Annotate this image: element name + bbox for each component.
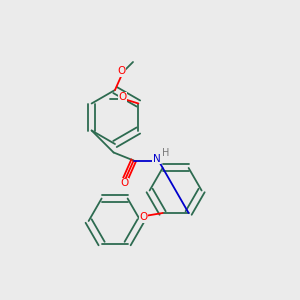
Text: O: O — [117, 66, 125, 76]
Text: O: O — [121, 178, 129, 188]
Text: O: O — [118, 92, 127, 103]
Text: O: O — [140, 212, 148, 222]
Text: N: N — [153, 154, 160, 164]
Text: H: H — [162, 148, 169, 158]
